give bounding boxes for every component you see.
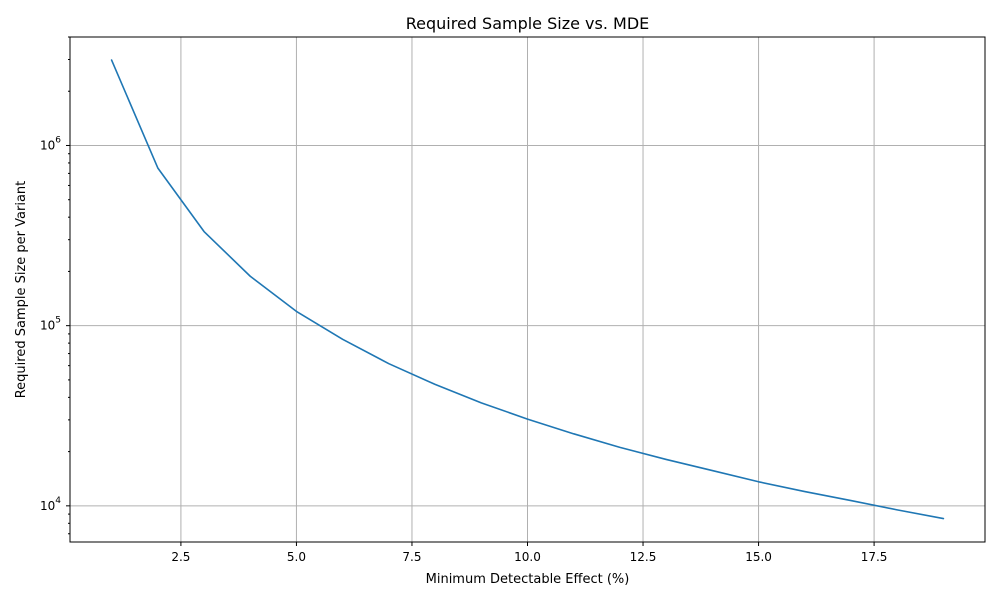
y-tick-label-base: 10 [40, 319, 55, 333]
y-tick-label-base: 10 [40, 499, 55, 513]
x-tick-label: 12.5 [630, 550, 657, 564]
y-tick-label: 105 [40, 316, 61, 333]
y-tick-label: 104 [40, 496, 61, 513]
series-line [110, 59, 945, 520]
x-tick-label: 7.5 [402, 550, 421, 564]
x-axis-label: Minimum Detectable Effect (%) [426, 572, 630, 587]
x-tick-label: 15.0 [745, 550, 772, 564]
grid-lines [70, 37, 985, 542]
y-tick-label-exponent: 5 [55, 316, 61, 326]
chart-title: Required Sample Size vs. MDE [406, 14, 650, 33]
x-tick-label: 17.5 [861, 550, 888, 564]
x-tick-label: 10.0 [514, 550, 541, 564]
y-tick-label-base: 10 [40, 138, 55, 152]
x-tick-label: 2.5 [171, 550, 190, 564]
x-tick-label: 5.0 [287, 550, 306, 564]
y-tick-label-exponent: 4 [55, 496, 61, 506]
series-layer [110, 59, 945, 520]
y-tick-label-exponent: 6 [55, 135, 61, 145]
y-axis-label: Required Sample Size per Variant [14, 181, 29, 399]
y-tick-label: 106 [40, 135, 61, 152]
